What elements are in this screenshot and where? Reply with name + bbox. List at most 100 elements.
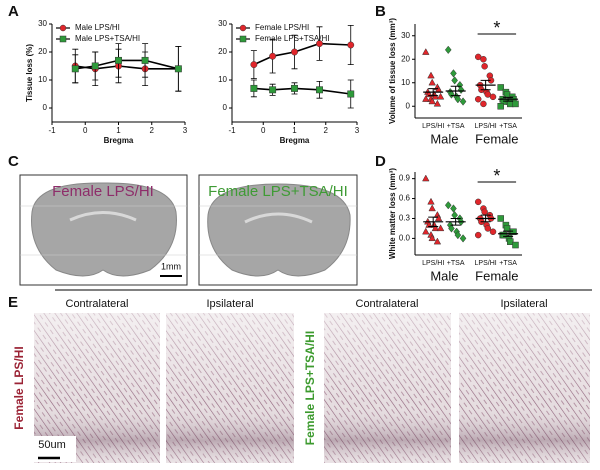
x-tick-label: LPS/HI <box>422 260 444 267</box>
x-axis-label: Bregma <box>280 136 310 145</box>
y-tick-label: 10 <box>401 78 410 87</box>
sem-bar <box>428 88 439 97</box>
marker <box>115 56 122 64</box>
panel-label: A <box>8 3 19 20</box>
marker <box>474 231 482 239</box>
sem-bar <box>480 79 491 91</box>
panel-label: C <box>8 153 19 170</box>
marker <box>433 237 442 245</box>
legend-label: Female LPS/HI <box>255 23 309 32</box>
marker <box>444 201 452 210</box>
marker <box>347 90 355 98</box>
x-tick-label: LPS/HI <box>475 260 497 267</box>
marker <box>428 234 436 242</box>
x-tick-label: +TSA <box>499 123 517 130</box>
y-tick-label: 20 <box>38 47 47 56</box>
x-tick-label: LPS/HI <box>475 123 497 130</box>
image-title: Female LPS/HI <box>52 183 154 200</box>
marker <box>454 95 462 104</box>
marker <box>497 84 504 91</box>
marker <box>269 86 277 94</box>
marker <box>291 84 298 92</box>
column-header: Ipsilateral <box>500 298 547 310</box>
series-line <box>253 42 351 66</box>
marker <box>174 65 182 73</box>
marker <box>428 78 436 86</box>
x-tick-label: 3 <box>355 126 360 135</box>
marker <box>422 174 430 182</box>
y-tick-label: 30 <box>401 31 410 40</box>
marker <box>250 84 258 92</box>
marker <box>427 71 435 79</box>
y-tick-label: 0.6 <box>399 194 411 203</box>
column-header: Contralateral <box>66 298 129 310</box>
x-tick-label: +TSA <box>447 123 465 130</box>
marker <box>431 92 440 100</box>
legend-label: Male LPS/HI <box>75 23 120 32</box>
significance-label: * <box>493 18 500 38</box>
x-tick-label: 0 <box>261 126 266 135</box>
column-header: Ipsilateral <box>206 298 253 310</box>
marker <box>59 24 67 32</box>
marker <box>422 95 430 102</box>
sem-bar <box>428 216 439 227</box>
marker <box>454 230 462 240</box>
marker <box>450 69 457 78</box>
marker <box>428 204 436 212</box>
marker <box>489 228 497 236</box>
marker <box>474 95 482 103</box>
marker <box>512 100 519 108</box>
marker <box>239 35 247 43</box>
x-tick-label: 0 <box>83 126 88 135</box>
x-axis-label: Bregma <box>104 136 134 145</box>
marker <box>451 211 458 220</box>
series-line <box>253 87 351 95</box>
marker <box>450 204 457 213</box>
marker <box>59 35 67 43</box>
y-tick-label: 0.0 <box>399 234 411 243</box>
marker <box>510 228 517 236</box>
marker <box>489 93 497 101</box>
y-tick-label: 0.3 <box>399 214 411 223</box>
sem-bar <box>480 214 491 223</box>
group-label: Female <box>475 268 518 283</box>
marker <box>91 62 99 70</box>
marker <box>316 86 323 94</box>
x-tick-label: 1 <box>292 126 297 135</box>
marker <box>141 56 149 64</box>
scale-bar-label: 50um <box>38 439 66 451</box>
scale-bar-label: 1mm <box>161 261 181 271</box>
marker <box>500 231 508 239</box>
y-axis-label: Volume of tissue loss (mm³) <box>388 18 397 124</box>
panel-label: D <box>375 153 386 170</box>
marker <box>436 92 445 100</box>
marker <box>512 241 519 249</box>
sem-bar <box>503 230 514 237</box>
x-tick-label: -1 <box>48 126 56 135</box>
marker <box>422 48 430 55</box>
marker <box>459 234 467 243</box>
x-tick-label: 3 <box>183 126 188 135</box>
y-tick-label: 0 <box>223 103 228 112</box>
marker <box>484 225 492 232</box>
image-title: Female LPS+TSA/HI <box>208 183 348 200</box>
marker <box>71 65 79 73</box>
x-tick-label: -1 <box>228 126 236 135</box>
marker <box>457 85 465 94</box>
sem-bar <box>450 217 461 226</box>
marker <box>422 227 430 235</box>
row-label: Female LPS+TSA/HI <box>303 331 317 445</box>
row-label: Female LPS/HI <box>12 346 26 429</box>
marker <box>459 97 467 106</box>
marker <box>433 99 442 107</box>
marker <box>434 214 443 222</box>
brain-image <box>198 174 358 286</box>
y-tick-label: 20 <box>218 47 227 56</box>
group-label: Female <box>475 131 518 146</box>
y-tick-label: 10 <box>218 75 227 84</box>
y-tick-label: 0.9 <box>399 174 411 183</box>
marker <box>507 238 514 245</box>
marker <box>250 61 258 69</box>
x-tick-label: 1 <box>116 126 121 135</box>
